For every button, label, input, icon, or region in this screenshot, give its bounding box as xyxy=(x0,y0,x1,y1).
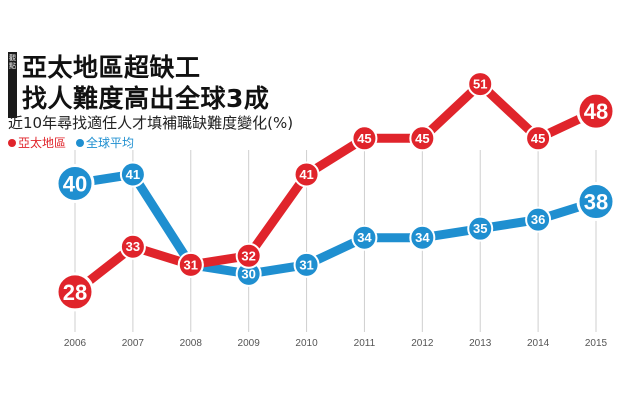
data-point-asia-pacific-2008 xyxy=(177,251,204,278)
data-point-asia-pacific-2011 xyxy=(351,125,378,152)
x-tick-label-2015: 2015 xyxy=(585,338,608,349)
legend-label-global-average: 全球平均 xyxy=(86,136,135,150)
series-line-global-average xyxy=(70,169,601,279)
grid-lines xyxy=(74,150,597,332)
data-point-global-average-2011 xyxy=(351,224,378,251)
x-tick-label-2006: 2006 xyxy=(64,338,87,349)
x-tick-label-2009: 2009 xyxy=(238,338,261,349)
data-label-global-average-2013: 35 xyxy=(473,221,487,236)
series-lines xyxy=(70,79,601,297)
legend-dot-red xyxy=(8,138,16,147)
data-label-asia-pacific-2007: 33 xyxy=(126,239,140,254)
data-point-global-average-2006 xyxy=(55,163,95,203)
data-markers: 4041313031343435363828333132414545514548 xyxy=(55,71,616,312)
series-line-asia-pacific xyxy=(70,79,601,297)
data-point-global-average-2010 xyxy=(293,251,320,278)
data-label-asia-pacific-2006: 28 xyxy=(63,280,87,305)
data-label-global-average-2006: 40 xyxy=(63,171,87,196)
x-tick-label-2007: 2007 xyxy=(122,338,145,349)
legend-item-global-average: 全球平均 xyxy=(76,134,134,151)
x-tick-label-2008: 2008 xyxy=(180,338,203,349)
legend-item-asia-pacific: 亞太地區 xyxy=(8,134,66,151)
x-tick-label-2010: 2010 xyxy=(295,338,318,349)
title-accent-bar xyxy=(8,52,17,118)
data-label-global-average-2007: 41 xyxy=(126,167,140,182)
data-label-global-average-2010: 31 xyxy=(299,257,313,272)
data-point-asia-pacific-2006 xyxy=(55,272,95,312)
x-tick-label-2013: 2013 xyxy=(469,338,492,349)
data-point-global-average-2014 xyxy=(525,206,552,233)
data-point-asia-pacific-2010 xyxy=(293,161,320,188)
title-tag: 觀點 xyxy=(9,54,16,70)
data-point-asia-pacific-2009 xyxy=(235,242,262,269)
data-point-global-average-2013 xyxy=(467,215,494,242)
x-axis-ticks: 2006 2007 2008 2009 2010 2011 2012 2013 2014 2015 xyxy=(64,338,608,349)
chart-title-line-1: 亞太地區超缺工 xyxy=(22,53,201,82)
data-label-global-average-2009: 30 xyxy=(241,266,255,281)
x-tick-label-2012: 2012 xyxy=(411,338,434,349)
x-tick-label-2014: 2014 xyxy=(527,338,550,349)
legend-label-asia-pacific: 亞太地區 xyxy=(18,136,67,150)
data-label-asia-pacific-2010: 41 xyxy=(299,167,313,182)
data-point-asia-pacific-2012 xyxy=(409,125,436,152)
data-label-asia-pacific-2012: 45 xyxy=(415,131,429,146)
data-label-global-average-2015: 38 xyxy=(584,190,608,215)
data-point-asia-pacific-2007 xyxy=(119,233,146,260)
data-label-global-average-2011: 34 xyxy=(357,230,372,245)
legend-dot-blue xyxy=(76,138,85,147)
data-point-asia-pacific-2013 xyxy=(467,71,494,98)
x-tick-label-2011: 2011 xyxy=(354,338,376,349)
data-label-asia-pacific-2013: 51 xyxy=(473,77,487,92)
legend: 亞太地區 全球平均 xyxy=(8,134,134,151)
chart-title-line-2: 找人難度高出全球3成 xyxy=(22,84,270,113)
data-point-global-average-2015 xyxy=(576,182,616,222)
chart-subtitle: 近10年尋找適任人才填補職缺難度變化(%) xyxy=(8,114,294,132)
data-label-global-average-2014: 36 xyxy=(531,212,545,227)
data-label-asia-pacific-2011: 45 xyxy=(357,131,371,146)
data-label-asia-pacific-2008: 31 xyxy=(184,257,198,272)
data-point-asia-pacific-2014 xyxy=(525,125,552,152)
data-point-asia-pacific-2015 xyxy=(576,91,616,131)
data-point-global-average-2007 xyxy=(119,161,146,188)
data-label-global-average-2012: 34 xyxy=(415,230,430,245)
data-label-asia-pacific-2015: 48 xyxy=(584,99,608,124)
data-label-asia-pacific-2009: 32 xyxy=(241,248,255,263)
data-label-asia-pacific-2014: 45 xyxy=(531,131,545,146)
data-point-global-average-2012 xyxy=(409,224,436,251)
